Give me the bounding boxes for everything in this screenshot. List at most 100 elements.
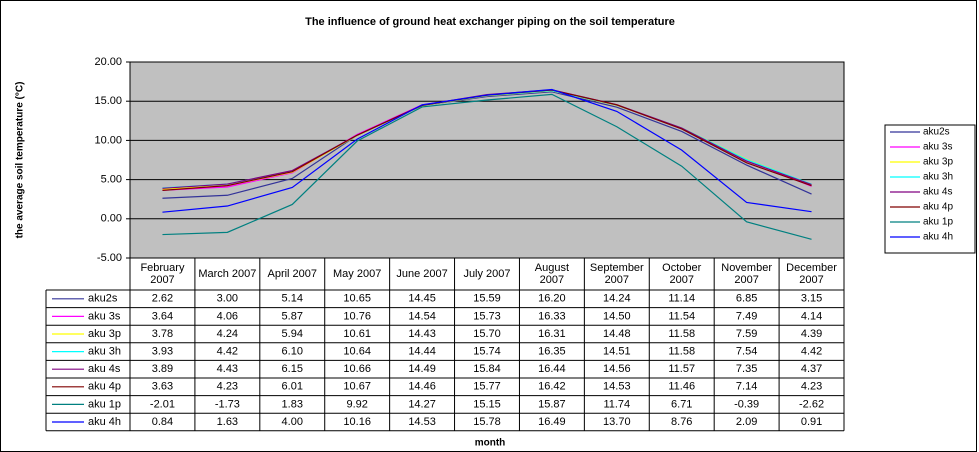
y-tick-label: 10.00 [94, 134, 122, 146]
category-label: February 2007 [140, 262, 185, 286]
table-value: 1.63 [217, 416, 238, 428]
table-value: 2.62 [152, 293, 173, 305]
table-value: 10.61 [343, 328, 371, 340]
legend-label: aku 4p [923, 202, 953, 213]
table-value: 10.66 [343, 363, 371, 375]
legend-label: aku 3h [923, 172, 953, 183]
category-label: June 2007 [396, 268, 448, 280]
legend-label: aku 3s [923, 142, 952, 153]
table-value: 15.74 [473, 346, 501, 358]
table-series-name: aku 3s [88, 310, 121, 322]
table-value: 11.74 [603, 398, 630, 410]
y-tick-label: 15.00 [94, 95, 122, 107]
table-value: 4.42 [217, 346, 238, 358]
table-value: 3.78 [152, 328, 173, 340]
table-value: 6.85 [736, 293, 757, 305]
table-series-name: aku2s [88, 293, 118, 305]
category-label: September 2007 [589, 262, 644, 286]
table-value: 10.65 [343, 293, 371, 305]
table-value: 14.53 [408, 416, 436, 428]
table-value: 6.71 [671, 398, 692, 410]
table-value: 15.77 [473, 381, 501, 393]
series-line [162, 91, 812, 199]
table-value: 7.59 [736, 328, 757, 340]
table-value: 3.15 [801, 293, 822, 305]
legend-box [884, 124, 976, 254]
table-value: 4.43 [217, 363, 238, 375]
table-value: 6.10 [282, 346, 303, 358]
table-value: -2.01 [150, 398, 175, 410]
category-label: May 2007 [333, 268, 382, 280]
table-value: 13.70 [603, 416, 631, 428]
category-label: December 2007 [786, 262, 837, 286]
table-series-name: aku 4s [88, 363, 121, 375]
table-value: 16.20 [538, 293, 566, 305]
table-value: -2.62 [799, 398, 824, 410]
table-value: 14.45 [408, 293, 436, 305]
legend-label: aku 1p [923, 217, 953, 228]
table-value: 3.00 [217, 293, 238, 305]
table-value: 7.49 [736, 310, 757, 322]
y-tick-label: 20.00 [94, 56, 122, 68]
table-series-name: aku 4p [88, 381, 121, 393]
table-value: 10.64 [343, 346, 371, 358]
table-value: 14.27 [408, 398, 436, 410]
table-value: 16.35 [538, 346, 566, 358]
table-value: 1.83 [282, 398, 303, 410]
table-value: 0.84 [152, 416, 173, 428]
table-value: -0.39 [734, 398, 759, 410]
table-value: 9.92 [346, 398, 367, 410]
category-label: November 2007 [721, 262, 772, 286]
table-value: 10.67 [343, 381, 371, 393]
table-value: 14.24 [603, 293, 631, 305]
y-tick-label: -5.00 [97, 252, 122, 264]
table-value: 15.59 [473, 293, 501, 305]
table-value: 5.94 [282, 328, 303, 340]
table-value: 6.15 [282, 363, 303, 375]
table-value: 2.09 [736, 416, 757, 428]
table-value: 14.46 [408, 381, 436, 393]
table-value: 4.14 [801, 310, 822, 322]
table-value: 14.53 [603, 381, 631, 393]
legend-label: aku2s [923, 127, 950, 138]
y-tick-label: 0.00 [101, 213, 122, 225]
table-value: 16.42 [538, 381, 566, 393]
table-value: 14.54 [408, 310, 436, 322]
table-value: 15.15 [473, 398, 501, 410]
table-value: 7.14 [736, 381, 757, 393]
table-value: 15.78 [473, 416, 501, 428]
table-value: -1.73 [215, 398, 240, 410]
table-value: 11.14 [668, 293, 695, 305]
table-value: 10.16 [343, 416, 371, 428]
y-tick-label: 5.00 [101, 174, 122, 186]
series-line [162, 93, 812, 240]
table-series-name: aku 3h [88, 346, 121, 358]
category-label: July 2007 [463, 268, 511, 280]
table-value: 11.57 [668, 363, 695, 375]
table-value: 3.64 [152, 310, 173, 322]
table-value: 11.58 [668, 328, 695, 340]
table-value: 4.37 [801, 363, 822, 375]
table-value: 14.44 [408, 346, 436, 358]
table-value: 8.76 [671, 416, 692, 428]
legend-label: aku 3p [923, 157, 953, 168]
table-value: 15.84 [473, 363, 501, 375]
table-value: 4.23 [217, 381, 238, 393]
table-value: 6.01 [282, 381, 303, 393]
table-value: 0.91 [801, 416, 822, 428]
series-line [162, 88, 812, 213]
table-value: 16.31 [538, 328, 566, 340]
category-label: March 2007 [198, 268, 257, 280]
legend-label: aku 4h [923, 232, 953, 243]
table-value: 4.42 [801, 346, 822, 358]
table-value: 7.54 [736, 346, 757, 358]
table-value: 4.24 [217, 328, 238, 340]
table-value: 11.54 [668, 310, 695, 322]
table-value: 5.87 [282, 310, 303, 322]
chart-title: The influence of ground heat exchanger p… [305, 16, 675, 28]
table-value: 15.70 [473, 328, 501, 340]
table-value: 10.76 [343, 310, 371, 322]
table-value: 3.63 [152, 381, 173, 393]
table-value: 7.35 [736, 363, 757, 375]
